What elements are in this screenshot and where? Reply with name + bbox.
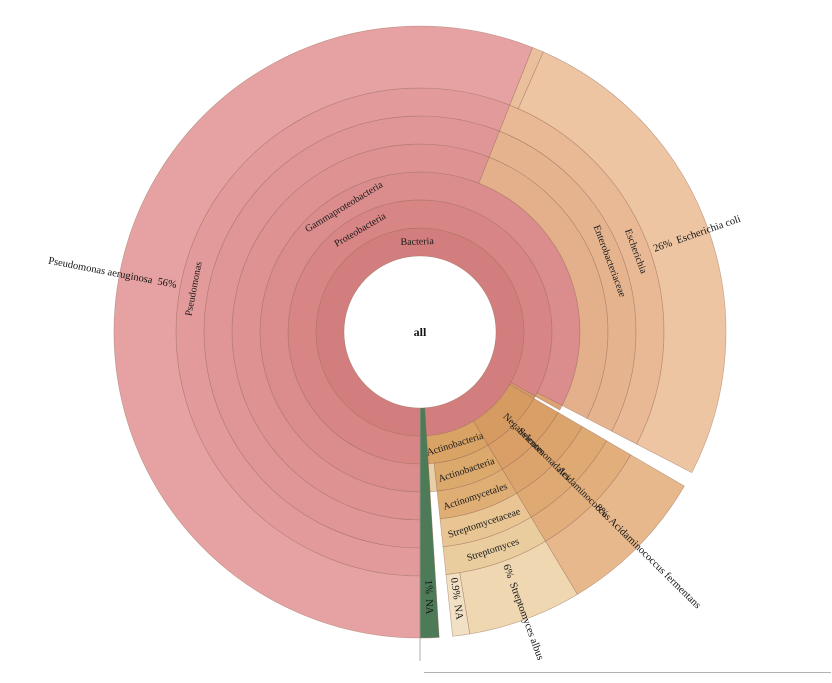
center-label: all — [414, 325, 427, 339]
center-circle[interactable] — [344, 256, 496, 408]
wedge-pseudomonas-aeruginosa-d7[interactable] — [113, 25, 534, 639]
wedge-na-d7[interactable] — [445, 572, 471, 637]
ring-label-bacteria-d1: Bacteria — [400, 236, 434, 248]
wedge-escherichia-coli-d7[interactable] — [517, 51, 727, 474]
leaf-label-na-d1: 1% NA — [422, 580, 434, 615]
